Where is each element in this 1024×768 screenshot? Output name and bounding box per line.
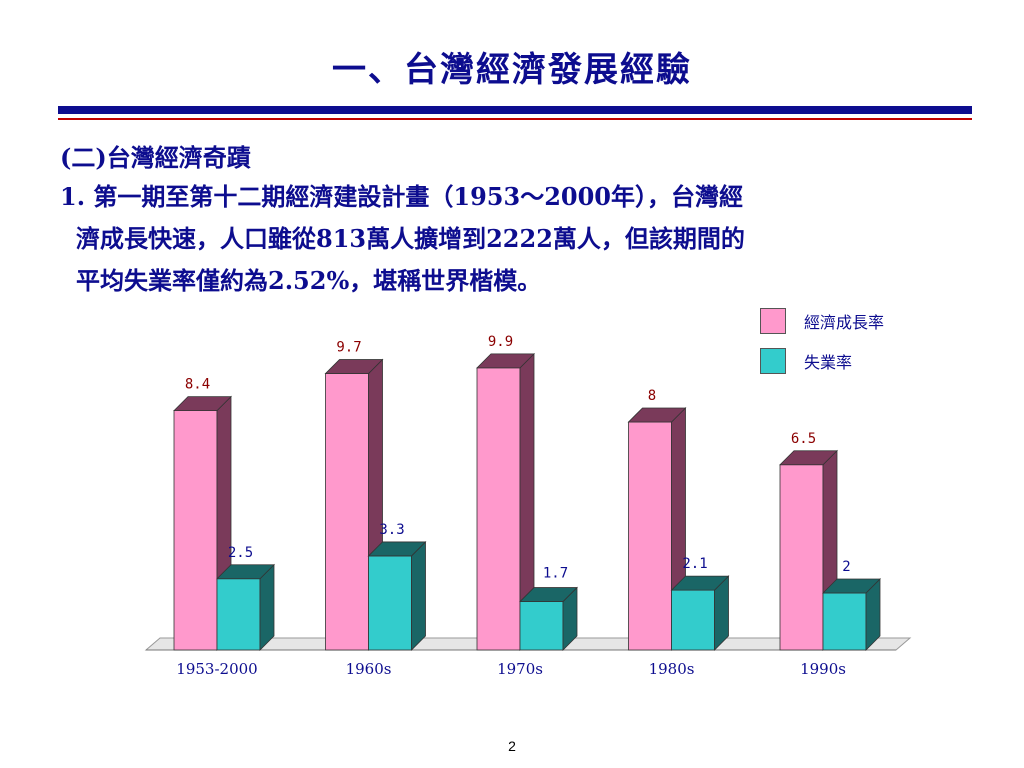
data-label-growth-0: 8.4	[185, 377, 210, 393]
body-paragraph: 1. 第一期至第十二期經濟建設計畫（1953～2000年），台灣經 濟成長快速，…	[60, 176, 990, 302]
bar-unemployment-0	[216, 578, 261, 651]
section-subheading: (二)台灣經濟奇蹟	[60, 143, 251, 172]
bar-unemployment-4	[822, 592, 867, 651]
bar-unemployment-1	[368, 555, 412, 651]
bar-unemployment-3	[671, 589, 715, 651]
bar-side-unemployment-1	[411, 540, 426, 651]
bar-top-unemployment-1	[367, 541, 427, 557]
data-label-growth-2: 9.9	[488, 334, 513, 350]
legend-item-unemployment: 失業率	[760, 346, 884, 376]
legend-swatch-growth	[760, 308, 786, 334]
bar-top-growth-4	[779, 450, 838, 466]
x-tick-label-2: 1970s	[497, 660, 543, 678]
data-label-growth-4: 6.5	[791, 431, 816, 447]
legend-item-growth: 經濟成長率	[760, 306, 884, 336]
title-underline-blue	[58, 106, 972, 114]
paragraph-line-1: 1. 第一期至第十二期經濟建設計畫（1953～2000年），台灣經	[60, 182, 744, 211]
bar-top-unemployment-3	[670, 575, 730, 591]
x-tick-label-4: 1990s	[800, 660, 846, 678]
bar-growth-1	[325, 373, 369, 651]
bar-top-growth-0	[173, 396, 232, 412]
legend-label-growth: 經濟成長率	[804, 313, 885, 332]
data-label-growth-3: 8	[648, 388, 656, 404]
page-number: 2	[508, 738, 516, 754]
paragraph-line-3: 平均失業率僅約為2.52%，堪稱世界楷模。	[76, 266, 542, 295]
x-tick-label-0: 1953-2000	[176, 660, 257, 678]
bar-top-unemployment-2	[519, 587, 578, 602]
paragraph-line-2: 濟成長快速，人口雖從813萬人擴增到2222萬人，但該期間的	[76, 224, 745, 253]
bar-unemployment-2	[519, 601, 564, 651]
data-label-growth-1: 9.7	[336, 340, 361, 356]
bar-side-unemployment-0	[259, 563, 275, 651]
bar-top-growth-1	[324, 359, 384, 374]
x-tick-label-1: 1960s	[346, 660, 392, 678]
bar-top-unemployment-0	[216, 564, 275, 580]
x-tick-label-3: 1980s	[649, 660, 695, 678]
data-label-unemployment-0: 2.5	[228, 545, 253, 561]
chart-legend: 經濟成長率 失業率	[760, 306, 884, 386]
bar-top-unemployment-4	[822, 578, 881, 594]
bar-growth-0	[173, 410, 218, 651]
legend-label-unemployment: 失業率	[804, 353, 853, 372]
bar-growth-4	[779, 464, 824, 651]
legend-swatch-unemployment	[760, 348, 786, 374]
data-label-unemployment-2: 1.7	[543, 566, 568, 582]
data-label-unemployment-1: 3.3	[379, 522, 404, 538]
bar-growth-2	[476, 367, 521, 651]
bar-growth-3	[628, 421, 672, 651]
data-label-unemployment-3: 2.1	[682, 556, 707, 572]
slide-title: 一、台灣經濟發展經驗	[332, 50, 692, 90]
title-underline-red	[58, 118, 972, 120]
bar-top-growth-3	[627, 407, 687, 423]
data-label-unemployment-4: 2	[842, 559, 850, 575]
bar-top-growth-2	[476, 353, 535, 369]
